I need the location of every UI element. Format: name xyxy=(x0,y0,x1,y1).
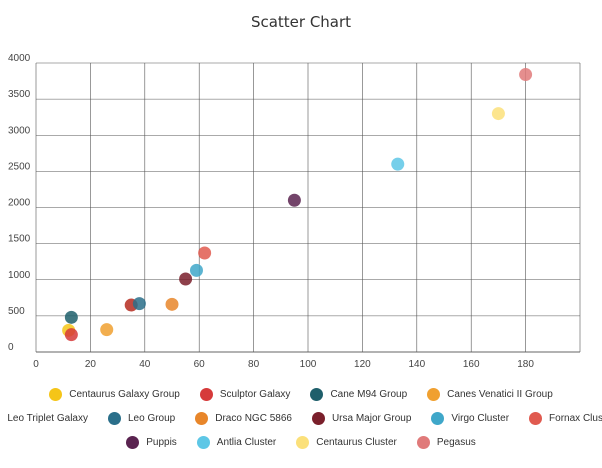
x-tick-label: 0 xyxy=(33,359,39,370)
y-tick-label: 3500 xyxy=(8,89,31,100)
legend-marker xyxy=(427,387,441,401)
data-point: Draco NGC 5866 xyxy=(165,297,179,311)
x-tick-label: 160 xyxy=(463,359,480,370)
y-tick-label: 1500 xyxy=(8,234,31,245)
legend-item[interactable]: Leo Group xyxy=(107,411,176,425)
x-tick-label: 60 xyxy=(194,359,206,370)
y-tick-label: 4000 xyxy=(8,53,31,64)
x-tick-label: 80 xyxy=(248,359,260,370)
y-tick-label: 500 xyxy=(8,306,25,317)
legend-item[interactable]: Centaurus Cluster xyxy=(296,435,397,449)
legend-item[interactable]: Antlia Cluster xyxy=(196,435,277,449)
legend-row: Leo Triplet Galaxy Leo Group Draco NGC 586… xyxy=(0,406,602,430)
legend-item[interactable]: Draco NGC 5866 xyxy=(195,411,292,425)
legend-item[interactable]: Pegasus xyxy=(416,435,476,449)
legend-marker xyxy=(199,387,213,401)
data-point: Puppis xyxy=(287,193,301,207)
data-point: Canes Venatici II Group xyxy=(100,323,114,337)
x-tick-label: 100 xyxy=(300,359,317,370)
chart-title: Scatter Chart xyxy=(250,13,352,31)
legend-label: Ursa Major Group xyxy=(331,412,412,424)
legend-marker xyxy=(296,435,310,449)
y-tick-label: 2000 xyxy=(8,198,31,209)
legend-label: Pegasus xyxy=(436,436,476,448)
x-tick-label: 180 xyxy=(517,359,534,370)
data-point: Pegasus xyxy=(519,68,533,82)
legend-label: Centaurus Galaxy Group xyxy=(69,388,180,400)
legend-item[interactable]: Cane M94 Group xyxy=(310,387,408,401)
legend-label: Virgo Cluster xyxy=(451,412,510,424)
y-tick-label: 1000 xyxy=(8,270,31,281)
legend-item[interactable]: Canes Venatici II Group xyxy=(427,387,553,401)
legend-marker xyxy=(49,387,63,401)
legend-item[interactable]: Ursa Major Group xyxy=(311,411,412,425)
data-point: Sculptor Galaxy xyxy=(64,328,78,342)
legend-marker xyxy=(311,411,325,425)
legend-label: Antlia Cluster xyxy=(216,436,277,448)
y-tick-label: 0 xyxy=(8,342,14,353)
y-tick-label: 2500 xyxy=(8,161,31,172)
x-tick-label: 20 xyxy=(85,359,97,370)
legend-marker xyxy=(126,435,140,449)
legend-marker xyxy=(310,387,324,401)
x-tick-label: 140 xyxy=(408,359,425,370)
legend-item[interactable]: Sculptor Galaxy xyxy=(199,387,291,401)
y-tick-label: 3000 xyxy=(8,125,31,136)
data-point: Ursa Major Group xyxy=(179,272,193,286)
legend: Centaurus Galaxy Group Sculptor Galaxy Can… xyxy=(0,382,602,454)
legend-item[interactable]: Fornax Cluster xyxy=(529,411,602,425)
x-tick-label: 120 xyxy=(354,359,371,370)
data-point: Virgo Cluster xyxy=(189,263,203,277)
legend-row: Puppis Antlia Cluster Centaurus Cluster Peg… xyxy=(0,430,602,454)
legend-label: Canes Venatici II Group xyxy=(447,388,553,400)
axis-ticks: 500 1000 1500 2000 2500 3000 3500 4000 0 0 20 40 60 8… xyxy=(8,53,534,370)
legend-label: Leo Group xyxy=(127,412,176,424)
legend-label: Fornax Cluster xyxy=(549,412,602,424)
legend-marker xyxy=(529,411,543,425)
data-point: Leo Group xyxy=(132,297,146,311)
legend-item[interactable]: Centaurus Galaxy Group xyxy=(49,387,180,401)
legend-label: Sculptor Galaxy xyxy=(219,388,291,400)
legend-item[interactable]: Leo Triplet Galaxy xyxy=(0,411,88,425)
legend-marker xyxy=(195,411,209,425)
legend-item[interactable]: Virgo Cluster xyxy=(431,411,510,425)
legend-label: Puppis xyxy=(146,436,177,448)
legend-label: Centaurus Cluster xyxy=(316,436,397,448)
data-point: Cane M94 Group xyxy=(64,310,78,324)
legend-marker xyxy=(196,435,210,449)
legend-item[interactable]: Puppis xyxy=(126,435,177,449)
data-point: Antlia Cluster xyxy=(391,157,405,171)
legend-label: Leo Triplet Galaxy xyxy=(7,412,88,424)
x-tick-label: 40 xyxy=(139,359,151,370)
legend-label: Cane M94 Group xyxy=(330,388,408,400)
data-point: Centaurus Cluster xyxy=(491,107,505,121)
legend-row: Centaurus Galaxy Group Sculptor Galaxy Can… xyxy=(0,382,602,406)
grid xyxy=(35,62,581,353)
legend-marker xyxy=(107,411,121,425)
legend-marker xyxy=(416,435,430,449)
legend-label: Draco NGC 5866 xyxy=(215,412,292,424)
legend-marker xyxy=(431,411,445,425)
data-point: Fornax Cluster xyxy=(198,246,212,260)
